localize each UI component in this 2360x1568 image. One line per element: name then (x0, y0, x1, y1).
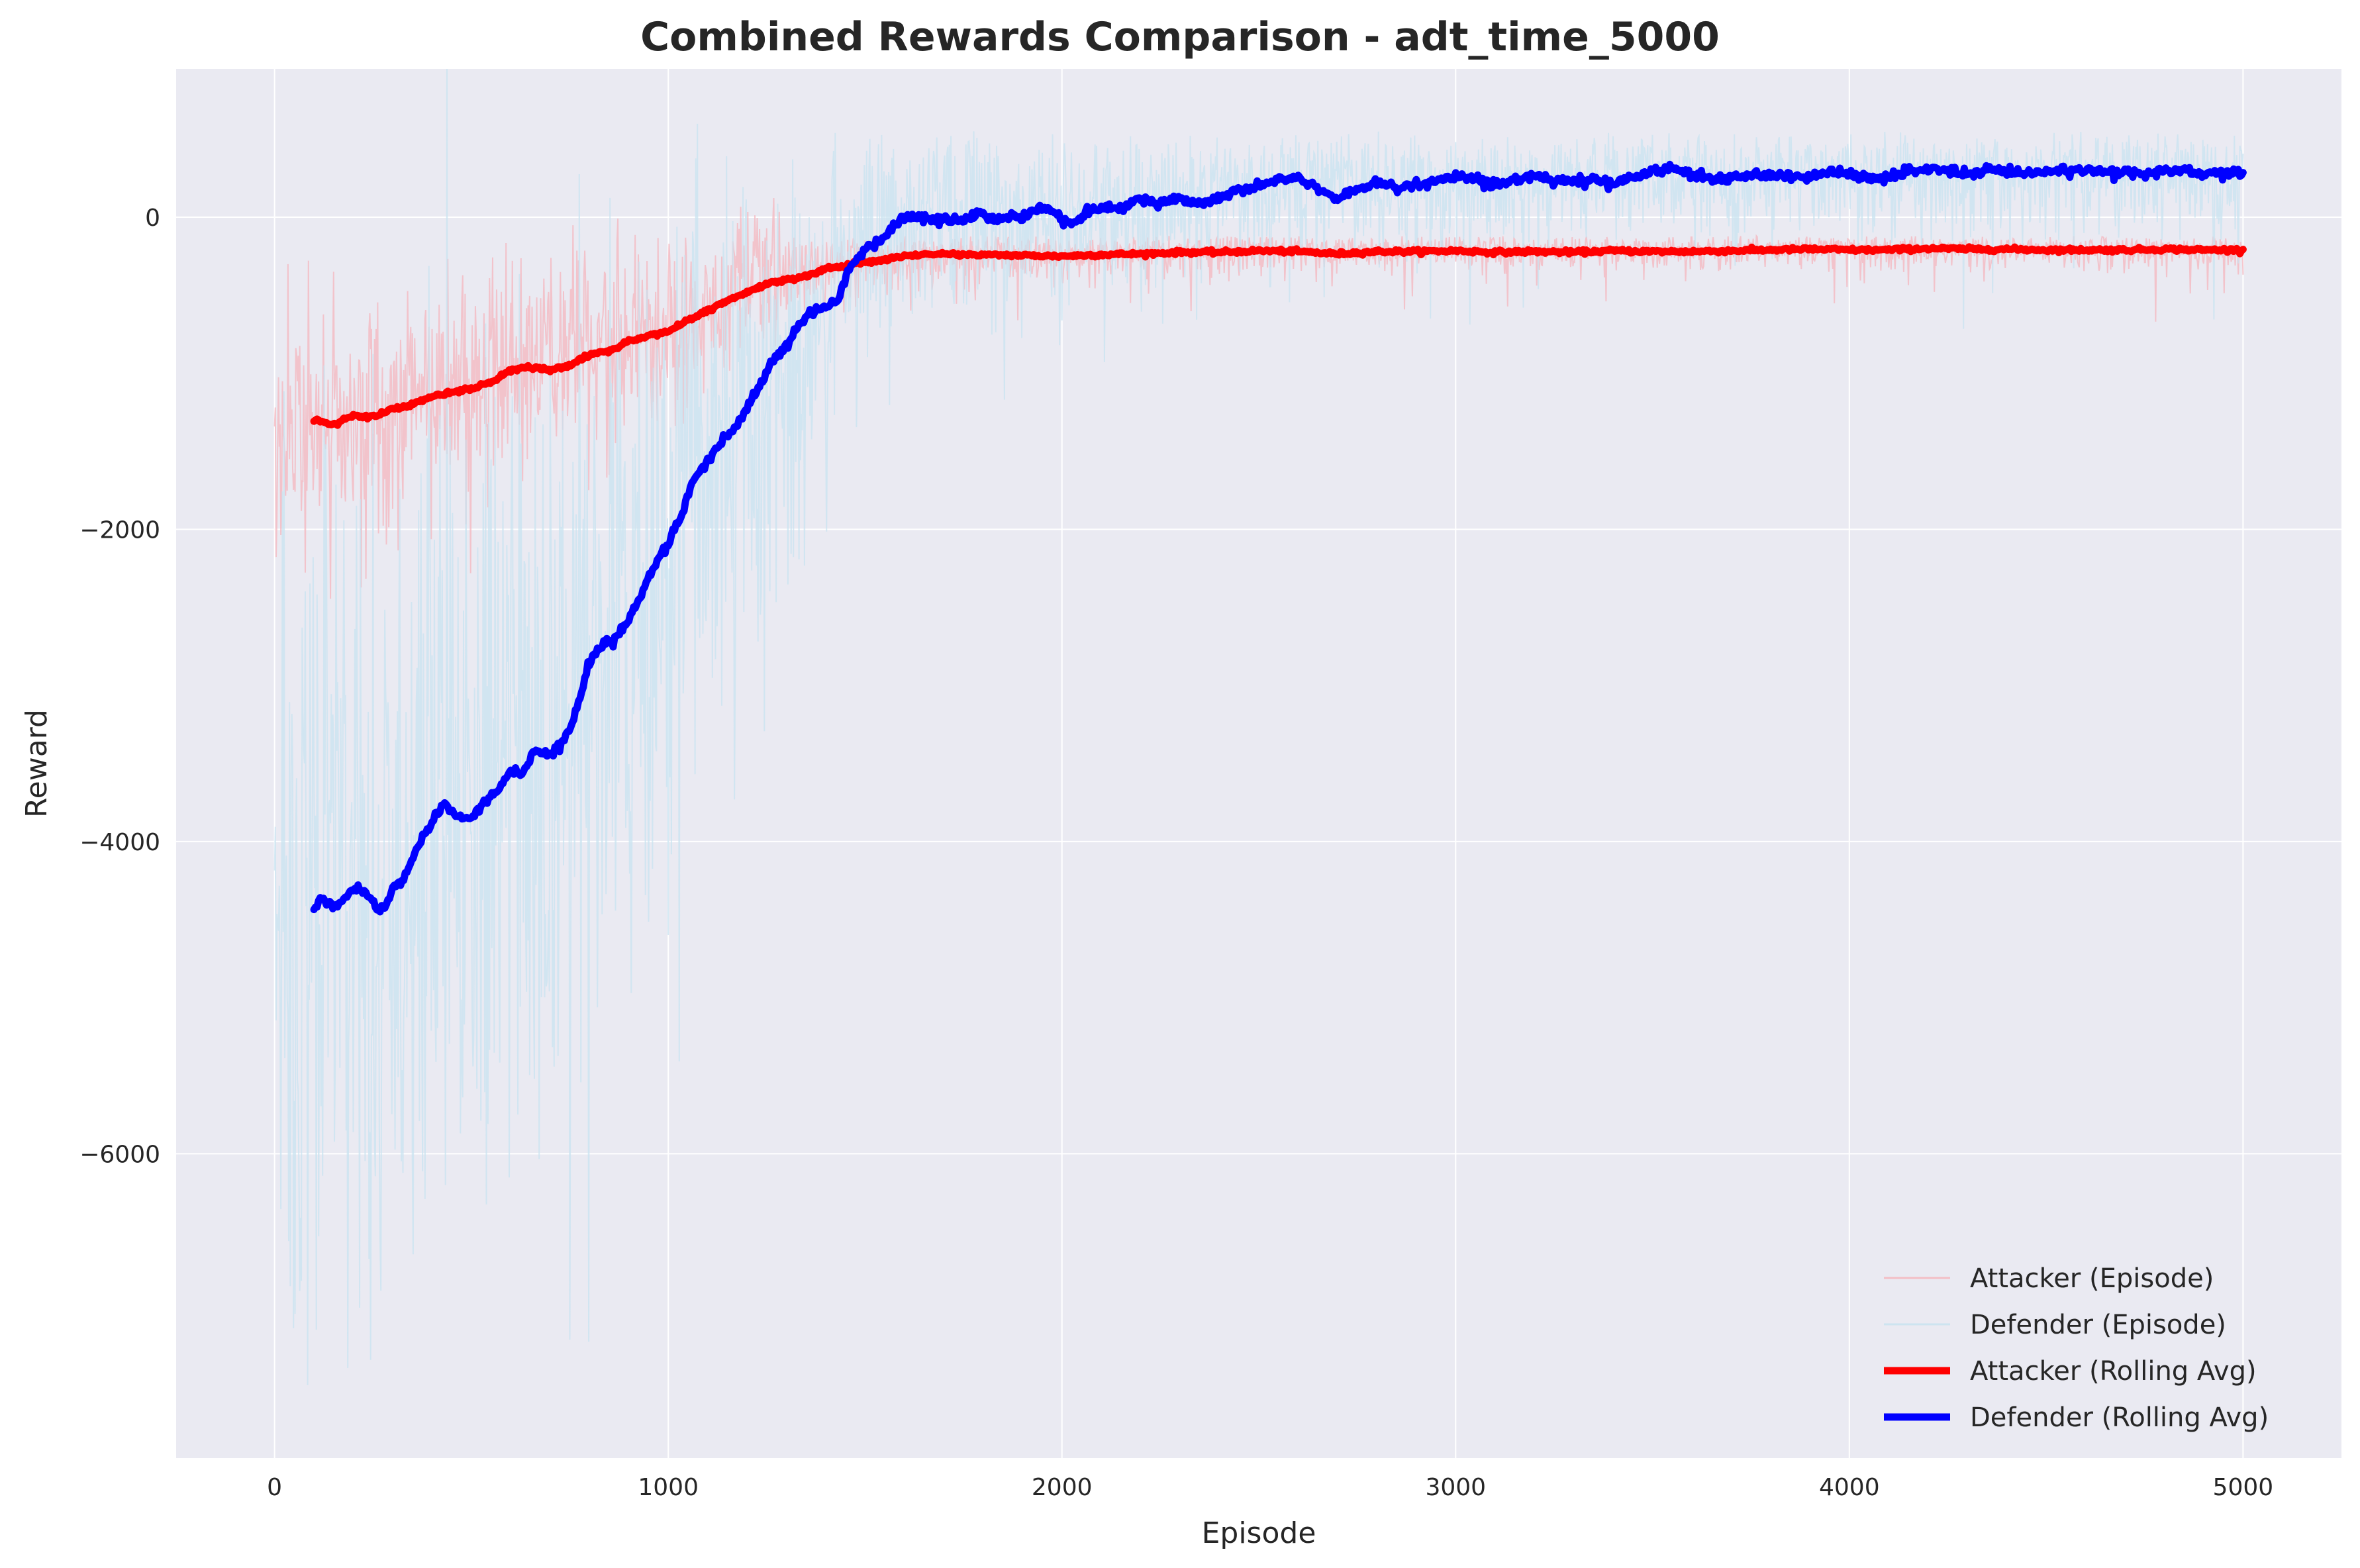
legend-label: Attacker (Episode) (1970, 1263, 2214, 1294)
y-tick-label: −2000 (79, 516, 160, 544)
x-tick-label: 3000 (1425, 1474, 1486, 1501)
legend-label: Defender (Episode) (1970, 1310, 2226, 1340)
x-axis-label: Episode (1202, 1516, 1316, 1550)
x-tick-label: 5000 (2213, 1474, 2274, 1501)
chart-title: Combined Rewards Comparison - adt_time_5… (640, 14, 1720, 60)
y-axis-label: Reward (20, 709, 54, 818)
x-tick-label: 0 (267, 1474, 282, 1501)
legend-label: Defender (Rolling Avg) (1970, 1402, 2269, 1433)
y-tick-label: −6000 (79, 1141, 160, 1168)
series-line-defender-rolling-avg (310, 160, 2247, 916)
series-line-defender-episode (273, 69, 2244, 1385)
series-layer (273, 69, 2247, 1385)
x-tick-label: 4000 (1819, 1474, 1880, 1501)
y-tick-label: −4000 (79, 829, 160, 856)
x-tick-label: 1000 (638, 1474, 699, 1501)
series-line-attacker-rolling-avg (310, 243, 2247, 429)
x-tick-label: 2000 (1032, 1474, 1093, 1501)
tick-labels: 0 1000 2000 3000 4000 5000 −6000 −4000 −2000 0 (79, 205, 2273, 1501)
series-line-attacker-episode (273, 197, 2244, 599)
y-tick-label: 0 (145, 205, 160, 232)
legend-label: Attacker (Rolling Avg) (1970, 1356, 2257, 1387)
legend: Attacker (Episode) Defender (Episode) Atta… (1884, 1263, 2269, 1433)
